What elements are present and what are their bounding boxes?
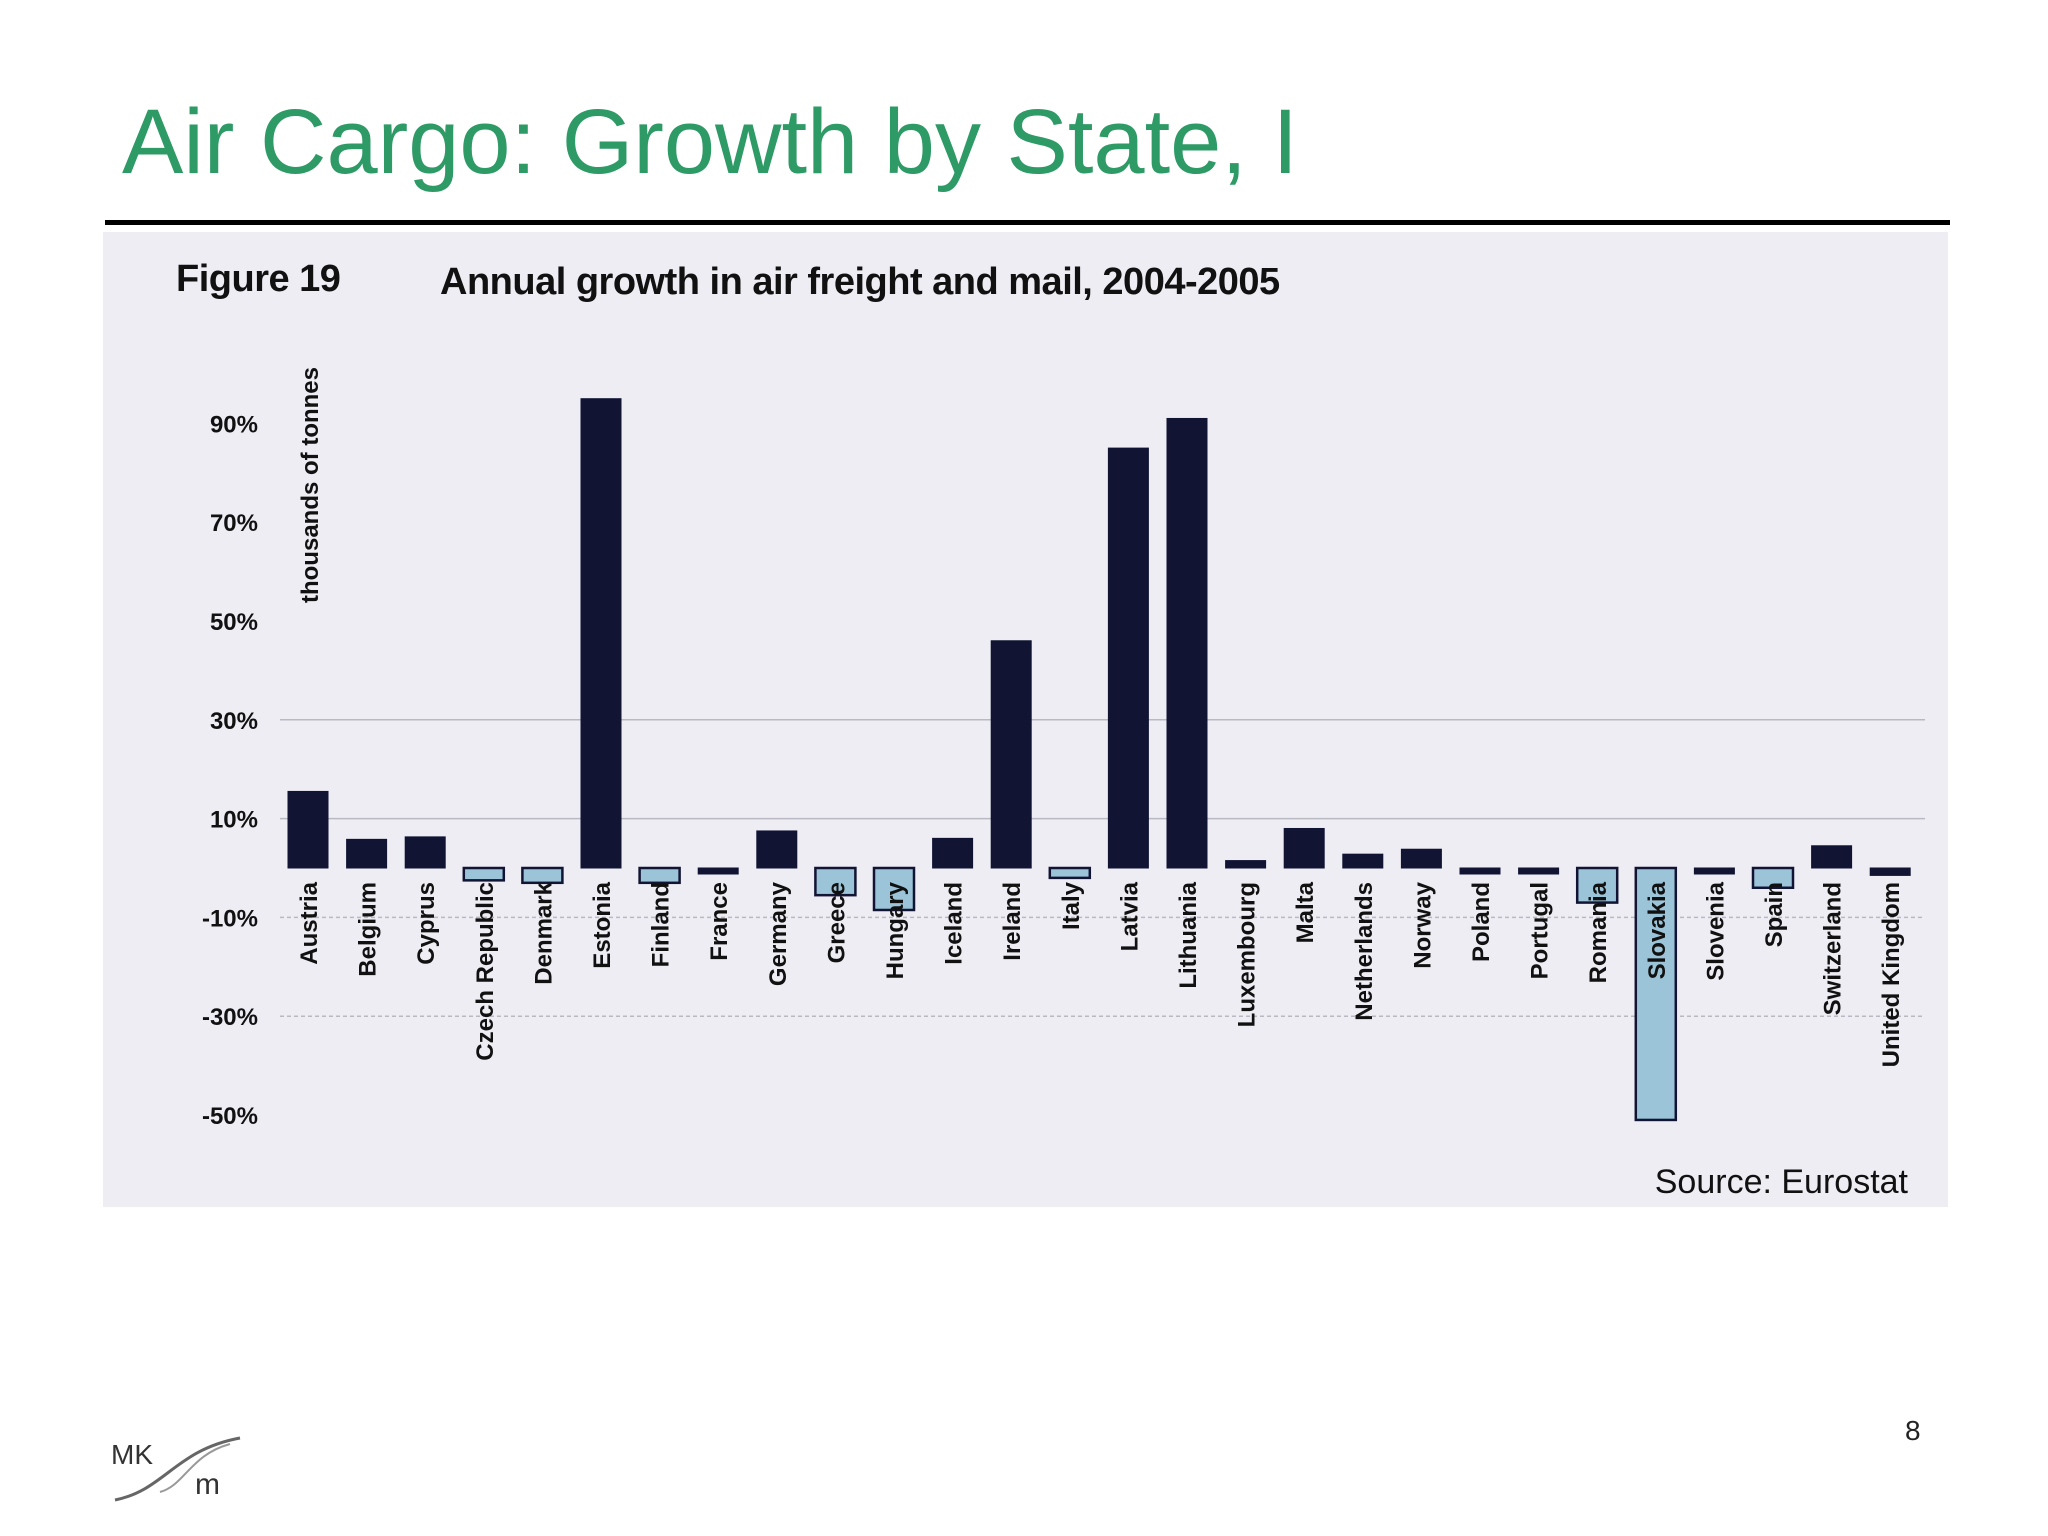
y-tick-label: -10% <box>202 905 258 932</box>
category-label: Greece <box>823 882 850 963</box>
category-label: Luxembourg <box>1234 882 1261 1027</box>
category-label: Hungary <box>882 881 909 979</box>
category-label: Cyprus <box>413 882 440 965</box>
category-label: Poland <box>1468 882 1495 962</box>
category-labels: Austria Belgium Cyprus Czech Republic Denmar… <box>296 881 1905 1067</box>
mksm-logo: MK m <box>111 1436 241 1502</box>
category-label: Ireland <box>999 882 1026 961</box>
category-label: Slovakia <box>1644 881 1671 979</box>
category-label: Norway <box>1409 881 1436 968</box>
bar-united-kingdom <box>1869 867 1911 876</box>
bar-latvia <box>1107 447 1149 869</box>
category-label: Iceland <box>941 882 968 965</box>
bar-greece <box>814 866 857 897</box>
bar-luxembourg <box>1225 860 1267 869</box>
y-tick-label: 10% <box>210 807 258 834</box>
category-label: Portugal <box>1527 882 1554 979</box>
bar-netherlands <box>1342 853 1384 869</box>
y-tick-label: 50% <box>210 609 258 636</box>
y-tick-label: -50% <box>202 1103 258 1130</box>
y-axis-ticks: 90% 70% 50% 30% 10% -10% -30% -50% <box>202 411 258 1130</box>
bar-norway <box>1400 848 1442 869</box>
source-note: Source: Eurostat <box>1654 1163 1908 1201</box>
bar-france <box>697 867 739 875</box>
y-tick-label: 90% <box>210 411 258 438</box>
bars <box>287 398 1911 1122</box>
category-label: Spain <box>1761 882 1788 947</box>
category-label: Belgium <box>355 882 382 977</box>
slide-title: Air Cargo: Growth by State, I <box>122 91 1299 193</box>
bar-portugal <box>1518 867 1560 875</box>
category-label: France <box>706 882 733 961</box>
svg-text:MK: MK <box>111 1439 153 1470</box>
y-tick-label: 70% <box>210 510 258 537</box>
bar-switzerland <box>1811 845 1853 869</box>
category-label: Estonia <box>589 881 616 968</box>
bar-austria <box>287 790 329 869</box>
y-tick-label: -30% <box>202 1004 258 1031</box>
bar-romania <box>1575 866 1619 904</box>
category-label: Finland <box>648 882 675 967</box>
bar-germany <box>756 830 798 869</box>
category-label: Latvia <box>1116 881 1143 951</box>
bar-finland <box>638 866 681 885</box>
bar-ireland <box>990 640 1032 869</box>
category-label: Germany <box>765 881 792 986</box>
title-divider <box>105 220 1950 225</box>
bar-lithuania <box>1166 417 1208 869</box>
category-label: Romania <box>1585 881 1612 983</box>
figure-label: Figure 19 <box>176 258 341 300</box>
bar-malta <box>1283 827 1325 869</box>
bar-denmark <box>521 866 564 885</box>
bar-iceland <box>932 837 974 869</box>
bar-italy <box>1048 866 1092 880</box>
category-label: Austria <box>296 881 323 964</box>
category-label: Italy <box>1058 881 1085 930</box>
y-tick-label: 30% <box>210 708 258 735</box>
bar-slovakia <box>1634 866 1678 1122</box>
category-label: Czech Republic <box>472 882 499 1061</box>
bar-slovenia <box>1693 867 1735 875</box>
bar-czech-republic <box>462 866 506 882</box>
figure-caption: Annual growth in air freight and mail, 2… <box>440 261 1280 303</box>
category-label: United Kingdom <box>1878 882 1905 1067</box>
category-label: Slovenia <box>1702 881 1729 980</box>
category-label: Malta <box>1292 881 1319 943</box>
bar-estonia <box>580 398 622 869</box>
category-label: Denmark <box>530 881 557 984</box>
bar-belgium <box>346 838 388 869</box>
grid-lines <box>280 719 1925 1017</box>
bar-cyprus <box>404 836 446 869</box>
category-label: Switzerland <box>1820 882 1847 1015</box>
bar-poland <box>1459 867 1501 875</box>
bar-hungary <box>872 866 916 912</box>
y-axis-label: thousands of tonnes <box>297 367 324 603</box>
bar-spain <box>1751 866 1795 890</box>
page-number: 8 <box>1905 1415 1921 1446</box>
svg-text:m: m <box>195 1468 220 1501</box>
category-label: Lithuania <box>1175 881 1202 988</box>
category-label: Netherlands <box>1351 882 1378 1021</box>
